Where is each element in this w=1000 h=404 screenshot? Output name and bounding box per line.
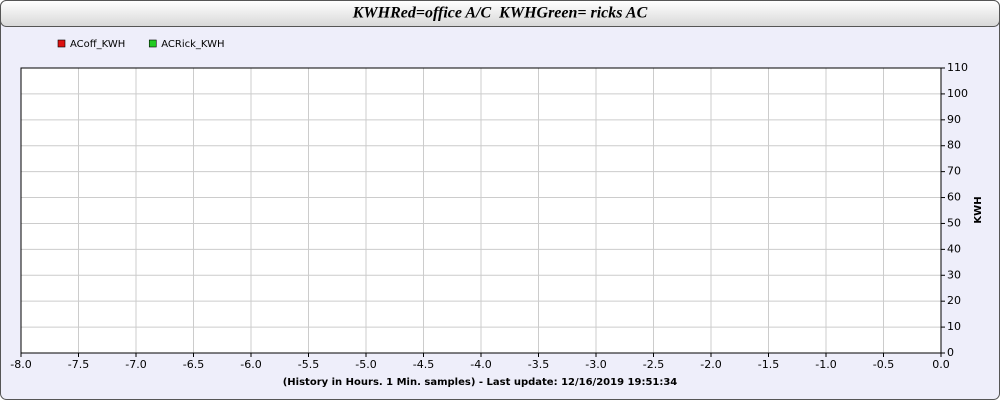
x-tick-label: -7.5 <box>68 358 89 371</box>
x-tick-label: -7.0 <box>125 358 146 371</box>
y-tick-label: 80 <box>947 139 961 152</box>
y-tick-label: 30 <box>947 268 961 281</box>
x-tick-label: -3.0 <box>585 358 606 371</box>
legend-swatch <box>57 39 66 48</box>
legend-swatch <box>148 39 157 48</box>
x-tick-label: -6.0 <box>240 358 261 371</box>
y-tick-label: 100 <box>947 87 968 100</box>
y-tick-label: 50 <box>947 216 961 229</box>
x-tick-label: -0.5 <box>873 358 894 371</box>
y-tick-label: 60 <box>947 191 961 204</box>
x-tick-label: -8.0 <box>10 358 31 371</box>
y-tick-label: 90 <box>947 113 961 126</box>
x-tick-label: -3.5 <box>528 358 549 371</box>
y-tick-label: 70 <box>947 165 961 178</box>
x-tick-label: -1.5 <box>758 358 779 371</box>
x-tick-label: -2.0 <box>700 358 721 371</box>
x-tick-label: 0.0 <box>932 358 950 371</box>
x-tick-label: -4.0 <box>470 358 491 371</box>
y-tick-label: 20 <box>947 294 961 307</box>
y-tick-label: 40 <box>947 242 961 255</box>
y-tick-label: 10 <box>947 320 961 333</box>
plot-border <box>20 67 942 354</box>
x-tick-label: -1.0 <box>815 358 836 371</box>
legend-label: ACoff_KWH <box>70 39 125 50</box>
legend-label: ACRick_KWH <box>161 39 224 50</box>
y-axis-label: KWH <box>973 196 984 223</box>
chart-title: KWHRed=office A/C KWHGreen= ricks AC <box>352 5 648 22</box>
y-tick-label: 0 <box>947 346 954 359</box>
x-tick-label: -4.5 <box>413 358 434 371</box>
x-tick-label: -5.0 <box>355 358 376 371</box>
y-tick-label: 110 <box>947 61 968 74</box>
x-axis-label: (History in Hours. 1 Min. samples) - Las… <box>283 377 678 388</box>
x-tick-label: -6.5 <box>183 358 204 371</box>
x-tick-label: -5.5 <box>298 358 319 371</box>
x-tick-label: -2.5 <box>643 358 664 371</box>
